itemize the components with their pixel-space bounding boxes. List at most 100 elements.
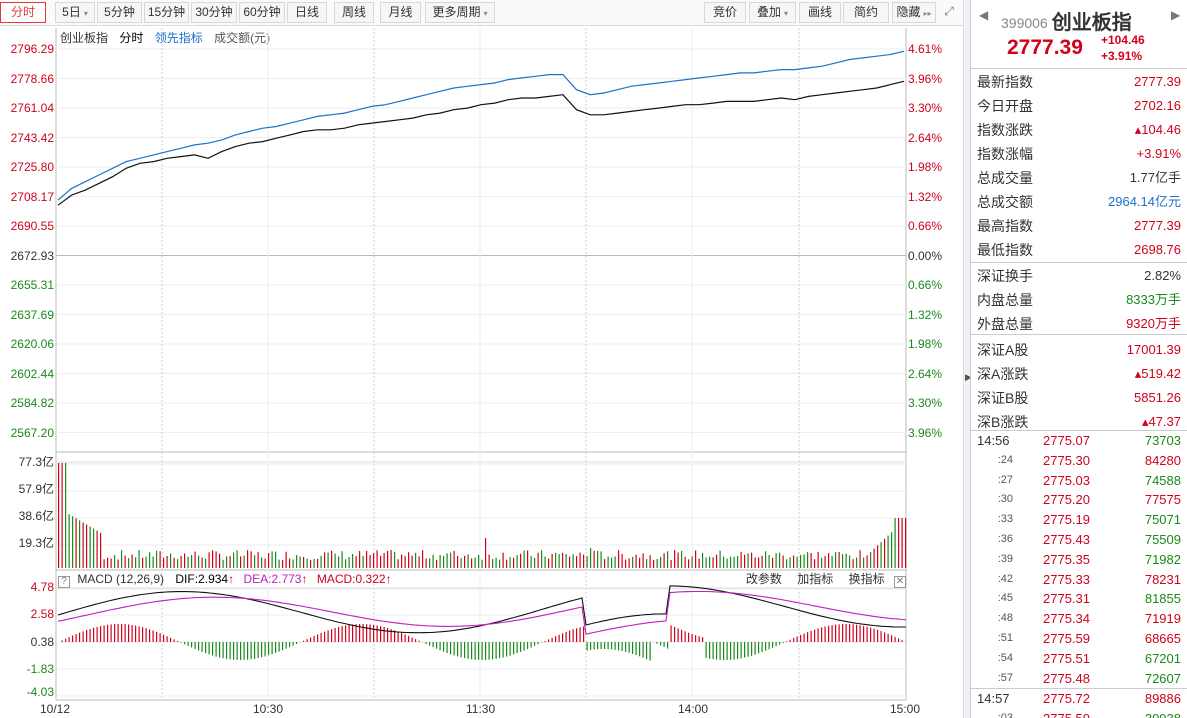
macd-bar <box>446 642 448 653</box>
period-1-button[interactable]: 5日 ▾ <box>55 2 95 23</box>
volume-bar <box>824 556 826 568</box>
tool-4-button[interactable]: 隐藏 ▸▸ <box>892 2 936 23</box>
add-indicator-button[interactable]: 加指标 <box>797 572 834 586</box>
change-params-button[interactable]: 改参数 <box>745 572 782 586</box>
macd-bar <box>152 630 154 642</box>
period-9-button[interactable]: 更多周期 ▾ <box>425 2 495 23</box>
macd-bar <box>768 642 770 650</box>
macd-bar <box>835 624 837 642</box>
volume-bar <box>499 559 501 568</box>
period-4-button[interactable]: 30分钟 <box>191 2 237 23</box>
macd-bar <box>569 630 571 642</box>
period-7-button[interactable]: 周线 <box>334 2 374 23</box>
quote-row: 指数涨跌 ▴104.46 <box>971 118 1187 142</box>
macd-bar <box>271 642 273 655</box>
macd-bar <box>110 624 112 642</box>
volume-bar <box>779 552 781 568</box>
macd-bar <box>639 642 641 657</box>
quote-row-value: 8333万手 <box>1126 292 1181 307</box>
volume-bar <box>726 558 728 568</box>
volume-bar <box>453 550 455 568</box>
period-6-button[interactable]: 日线 <box>287 2 327 23</box>
macd-bar <box>527 642 529 649</box>
prev-stock-icon[interactable]: ◀ <box>979 8 989 22</box>
tool-3-button[interactable]: 简约 <box>843 2 889 23</box>
volume-bar <box>107 557 109 568</box>
volume-bar <box>628 558 630 568</box>
quote-row-label: 深证A股 <box>977 342 1029 358</box>
volume-bar <box>485 538 487 568</box>
help-icon[interactable]: ? <box>58 576 70 588</box>
macd-bar <box>345 625 347 642</box>
macd-bar <box>215 642 217 657</box>
volume-bar <box>831 555 833 568</box>
tick-price: 2775.31 <box>1043 591 1090 607</box>
period-label: 分时 <box>10 5 35 19</box>
volume-bar <box>705 557 707 568</box>
volume-bar <box>471 558 473 568</box>
volume-bar <box>688 559 690 568</box>
volume-bar <box>478 554 480 568</box>
volume-bar <box>348 557 350 568</box>
tool-2-button[interactable]: 画线 <box>799 2 841 23</box>
tool-0-button[interactable]: 竞价 <box>704 2 746 23</box>
period-0-button[interactable]: 分时 <box>0 2 46 23</box>
volume-bar <box>691 556 693 568</box>
macd-bar <box>439 642 441 651</box>
period-3-button[interactable]: 15分钟 <box>144 2 189 23</box>
volume-bar <box>702 552 704 568</box>
macd-bar <box>789 639 791 642</box>
series-line-1 <box>57 50 905 201</box>
macd-bar <box>226 642 228 659</box>
macd-title: MACD (12,26,9) <box>77 572 165 586</box>
period-2-button[interactable]: 5分钟 <box>97 2 142 23</box>
close-icon[interactable]: ✕ <box>894 576 906 588</box>
quote-row-value: 9320万手 <box>1126 316 1181 331</box>
quote-row-value: 2964.14亿元 <box>1108 194 1181 209</box>
macd-bar <box>467 642 469 659</box>
period-label: 周线 <box>341 5 366 19</box>
macd-bar <box>544 641 546 642</box>
volume-bar <box>537 552 539 568</box>
volume-bar <box>96 530 98 568</box>
volume-bar <box>240 556 242 568</box>
macd-bar <box>632 642 634 654</box>
quote-row: 深B涨跌 ▴47.37 <box>971 410 1187 434</box>
chevron-down-icon: ▾ <box>784 9 789 18</box>
macd-actions: 改参数 加指标 换指标 ✕ <box>746 572 906 588</box>
volume-bar <box>163 557 165 568</box>
macd-bar <box>250 642 252 660</box>
period-8-button[interactable]: 月线 <box>380 2 421 23</box>
quote-row-label: 深A涨跌 <box>977 366 1029 382</box>
quote-row: 今日开盘 2702.16 <box>971 94 1187 118</box>
fullscreen-button[interactable]: ⤢ <box>937 2 961 23</box>
tick-volume: 78231 <box>1144 571 1181 587</box>
switch-indicator-button[interactable]: 换指标 <box>848 572 885 586</box>
volume-bar <box>754 557 756 568</box>
next-stock-icon[interactable]: ▶ <box>1171 8 1181 22</box>
macd-bar <box>842 624 844 642</box>
macd-bar <box>576 628 578 642</box>
macd-bar <box>275 642 277 653</box>
tick-time: :57 <box>997 671 1013 684</box>
macd-bar <box>625 642 627 652</box>
volume-bar <box>110 558 112 568</box>
volume-bar <box>681 550 683 568</box>
pct-tick: 0.66% <box>908 278 943 292</box>
volume-bar <box>429 558 431 568</box>
macd-bar <box>534 642 536 646</box>
tick-volume: 75071 <box>1144 512 1181 528</box>
macd-bar <box>611 642 613 650</box>
tick-time: :30 <box>997 493 1013 506</box>
panel-collapse-handle[interactable]: ▶ <box>963 0 972 718</box>
period-5-button[interactable]: 60分钟 <box>239 2 285 23</box>
macd-bar <box>516 642 518 654</box>
legend-lead-indicator[interactable]: 领先指标 <box>154 31 203 45</box>
volume-bar <box>114 555 116 568</box>
macd-bar <box>285 642 287 649</box>
volume-bar <box>516 555 518 568</box>
tool-1-button[interactable]: 叠加 ▾ <box>749 2 796 23</box>
tick-price: 2775.72 <box>1043 691 1090 707</box>
timeshare-chart[interactable] <box>0 0 963 718</box>
macd-bar <box>103 625 105 642</box>
